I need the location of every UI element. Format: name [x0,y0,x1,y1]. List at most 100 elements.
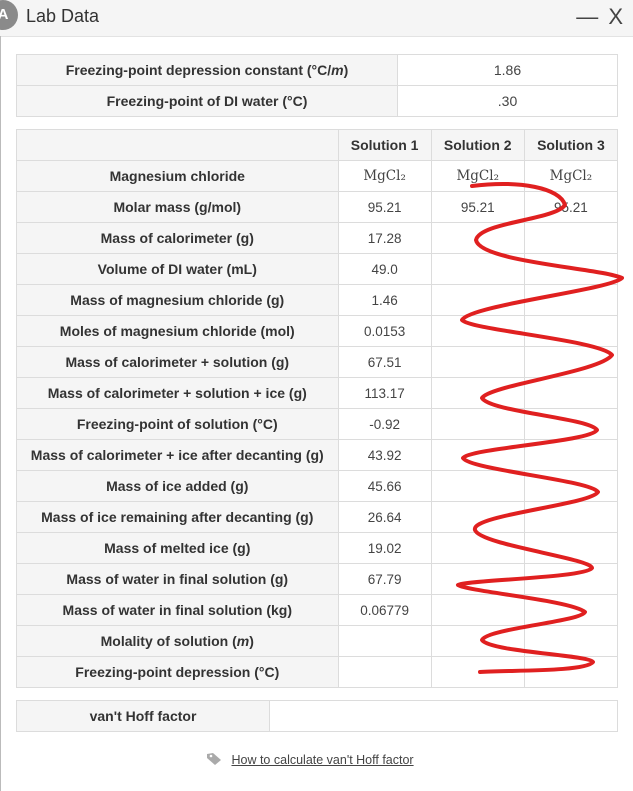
cell-solution-2: 95.21 [430,191,525,223]
cell-solution-3[interactable] [523,222,619,254]
vant-hoff-row: van't Hoff factor [16,700,618,732]
cell-solution-3[interactable] [523,253,619,285]
cell-solution-3: MgCl₂ [523,160,619,192]
cell-solution-3[interactable] [523,439,619,471]
row-label: Molar mass (g/mol) [16,191,339,223]
cell-solution-1: 95.21 [337,191,432,223]
table-row: Freezing-point depression (°C) [16,656,619,688]
table-header-row: Solution 1 Solution 2 Solution 3 [16,129,619,161]
table-row: Molar mass (g/mol) 95.21 95.21 95.21 [16,191,619,223]
constant-row: Freezing-point depression constant (°C/m… [16,54,618,86]
row-label: Mass of melted ice (g) [16,532,339,564]
cell-solution-2[interactable] [430,439,525,471]
cell-solution-3[interactable] [523,408,619,440]
row-label: Mass of magnesium chloride (g) [16,284,339,316]
cell-solution-1: 67.51 [337,346,432,378]
row-label: Freezing-point depression (°C) [16,656,339,688]
cell-solution-3[interactable] [523,470,619,502]
app-logo: A [0,0,18,30]
cell-solution-2[interactable] [430,656,525,688]
table-row: Mass of water in final solution (kg) 0.06… [16,594,619,626]
cell-solution-1[interactable] [337,656,432,688]
constant-label: Freezing-point depression constant (°C/m… [16,54,398,86]
row-label: Volume of DI water (mL) [16,253,339,285]
row-label: Mass of calorimeter + solution (g) [16,346,339,378]
cell-solution-2[interactable] [430,346,525,378]
lab-data-table: Solution 1 Solution 2 Solution 3 Magnesi… [16,129,619,688]
close-button[interactable]: X [608,4,623,29]
vant-hoff-label: van't Hoff factor [16,700,270,732]
cell-solution-3[interactable] [523,532,619,564]
cell-solution-3[interactable] [523,346,619,378]
cell-solution-2[interactable] [430,625,525,657]
header-solution-3: Solution 3 [523,129,619,161]
table-row: Mass of magnesium chloride (g) 1.46 [16,284,619,316]
cell-solution-3[interactable] [523,594,619,626]
table-row: Mass of calorimeter + solution (g) 67.51 [16,346,619,378]
cell-solution-3[interactable] [523,284,619,316]
window-controls: — X [572,4,623,30]
cell-solution-2[interactable] [430,315,525,347]
window-edge [0,36,1,791]
cell-solution-1: 45.66 [337,470,432,502]
table-row: Mass of calorimeter + solution + ice (g)… [16,377,619,409]
header-corner [16,129,339,161]
cell-solution-2[interactable] [430,377,525,409]
cell-solution-2[interactable] [430,563,525,595]
table-row: Magnesium chloride MgCl₂ MgCl₂ MgCl₂ [16,160,619,192]
table-row: Freezing-point of solution (°C) -0.92 [16,408,619,440]
vant-hoff-table: van't Hoff factor [16,700,618,732]
row-label: Magnesium chloride [16,160,339,192]
title-bar: A Lab Data — X [0,0,633,37]
window-title: Lab Data [26,6,100,26]
cell-solution-1: 0.0153 [337,315,432,347]
cell-solution-1: 1.46 [337,284,432,316]
cell-solution-1: 43.92 [337,439,432,471]
tag-icon [206,752,222,769]
help-link-container: How to calculate van't Hoff factor [206,752,414,769]
row-label: Mass of water in final solution (g) [16,563,339,595]
help-link[interactable]: How to calculate van't Hoff factor [231,752,414,767]
cell-solution-3[interactable] [523,656,619,688]
cell-solution-2[interactable] [430,222,525,254]
cell-solution-3[interactable] [523,563,619,595]
cell-solution-3[interactable] [523,501,619,533]
cell-solution-1: -0.92 [337,408,432,440]
cell-solution-1: 67.79 [337,563,432,595]
table-row: Mass of ice added (g) 45.66 [16,470,619,502]
header-solution-1: Solution 1 [337,129,432,161]
cell-solution-3[interactable] [523,625,619,657]
cell-solution-1: 0.06779 [337,594,432,626]
cell-solution-1: 113.17 [337,377,432,409]
row-label: Molality of solution (m) [16,625,339,657]
cell-solution-2[interactable] [430,470,525,502]
row-label: Mass of calorimeter + solution + ice (g) [16,377,339,409]
table-row: Molality of solution (m) [16,625,619,657]
vant-hoff-input[interactable] [269,700,618,732]
constant-value: .30 [397,85,618,117]
minimize-button[interactable]: — [576,4,599,29]
row-label: Mass of water in final solution (kg) [16,594,339,626]
constant-row: Freezing-point of DI water (°C) .30 [16,85,618,117]
table-row: Mass of ice remaining after decanting (g… [16,501,619,533]
cell-solution-1: 17.28 [337,222,432,254]
table-row: Mass of calorimeter (g) 17.28 [16,222,619,254]
table-row: Mass of calorimeter + ice after decantin… [16,439,619,471]
row-label: Mass of ice added (g) [16,470,339,502]
cell-solution-3[interactable] [523,377,619,409]
cell-solution-3[interactable] [523,315,619,347]
row-label: Mass of calorimeter (g) [16,222,339,254]
cell-solution-2[interactable] [430,501,525,533]
cell-solution-2[interactable] [430,408,525,440]
row-label: Mass of ice remaining after decanting (g… [16,501,339,533]
cell-solution-1[interactable] [337,625,432,657]
table-row: Moles of magnesium chloride (mol) 0.0153 [16,315,619,347]
cell-solution-2[interactable] [430,253,525,285]
cell-solution-2[interactable] [430,284,525,316]
cell-solution-1: 19.02 [337,532,432,564]
cell-solution-2[interactable] [430,594,525,626]
cell-solution-1: 26.64 [337,501,432,533]
cell-solution-1: 49.0 [337,253,432,285]
cell-solution-2[interactable] [430,532,525,564]
constants-table: Freezing-point depression constant (°C/m… [16,54,618,117]
